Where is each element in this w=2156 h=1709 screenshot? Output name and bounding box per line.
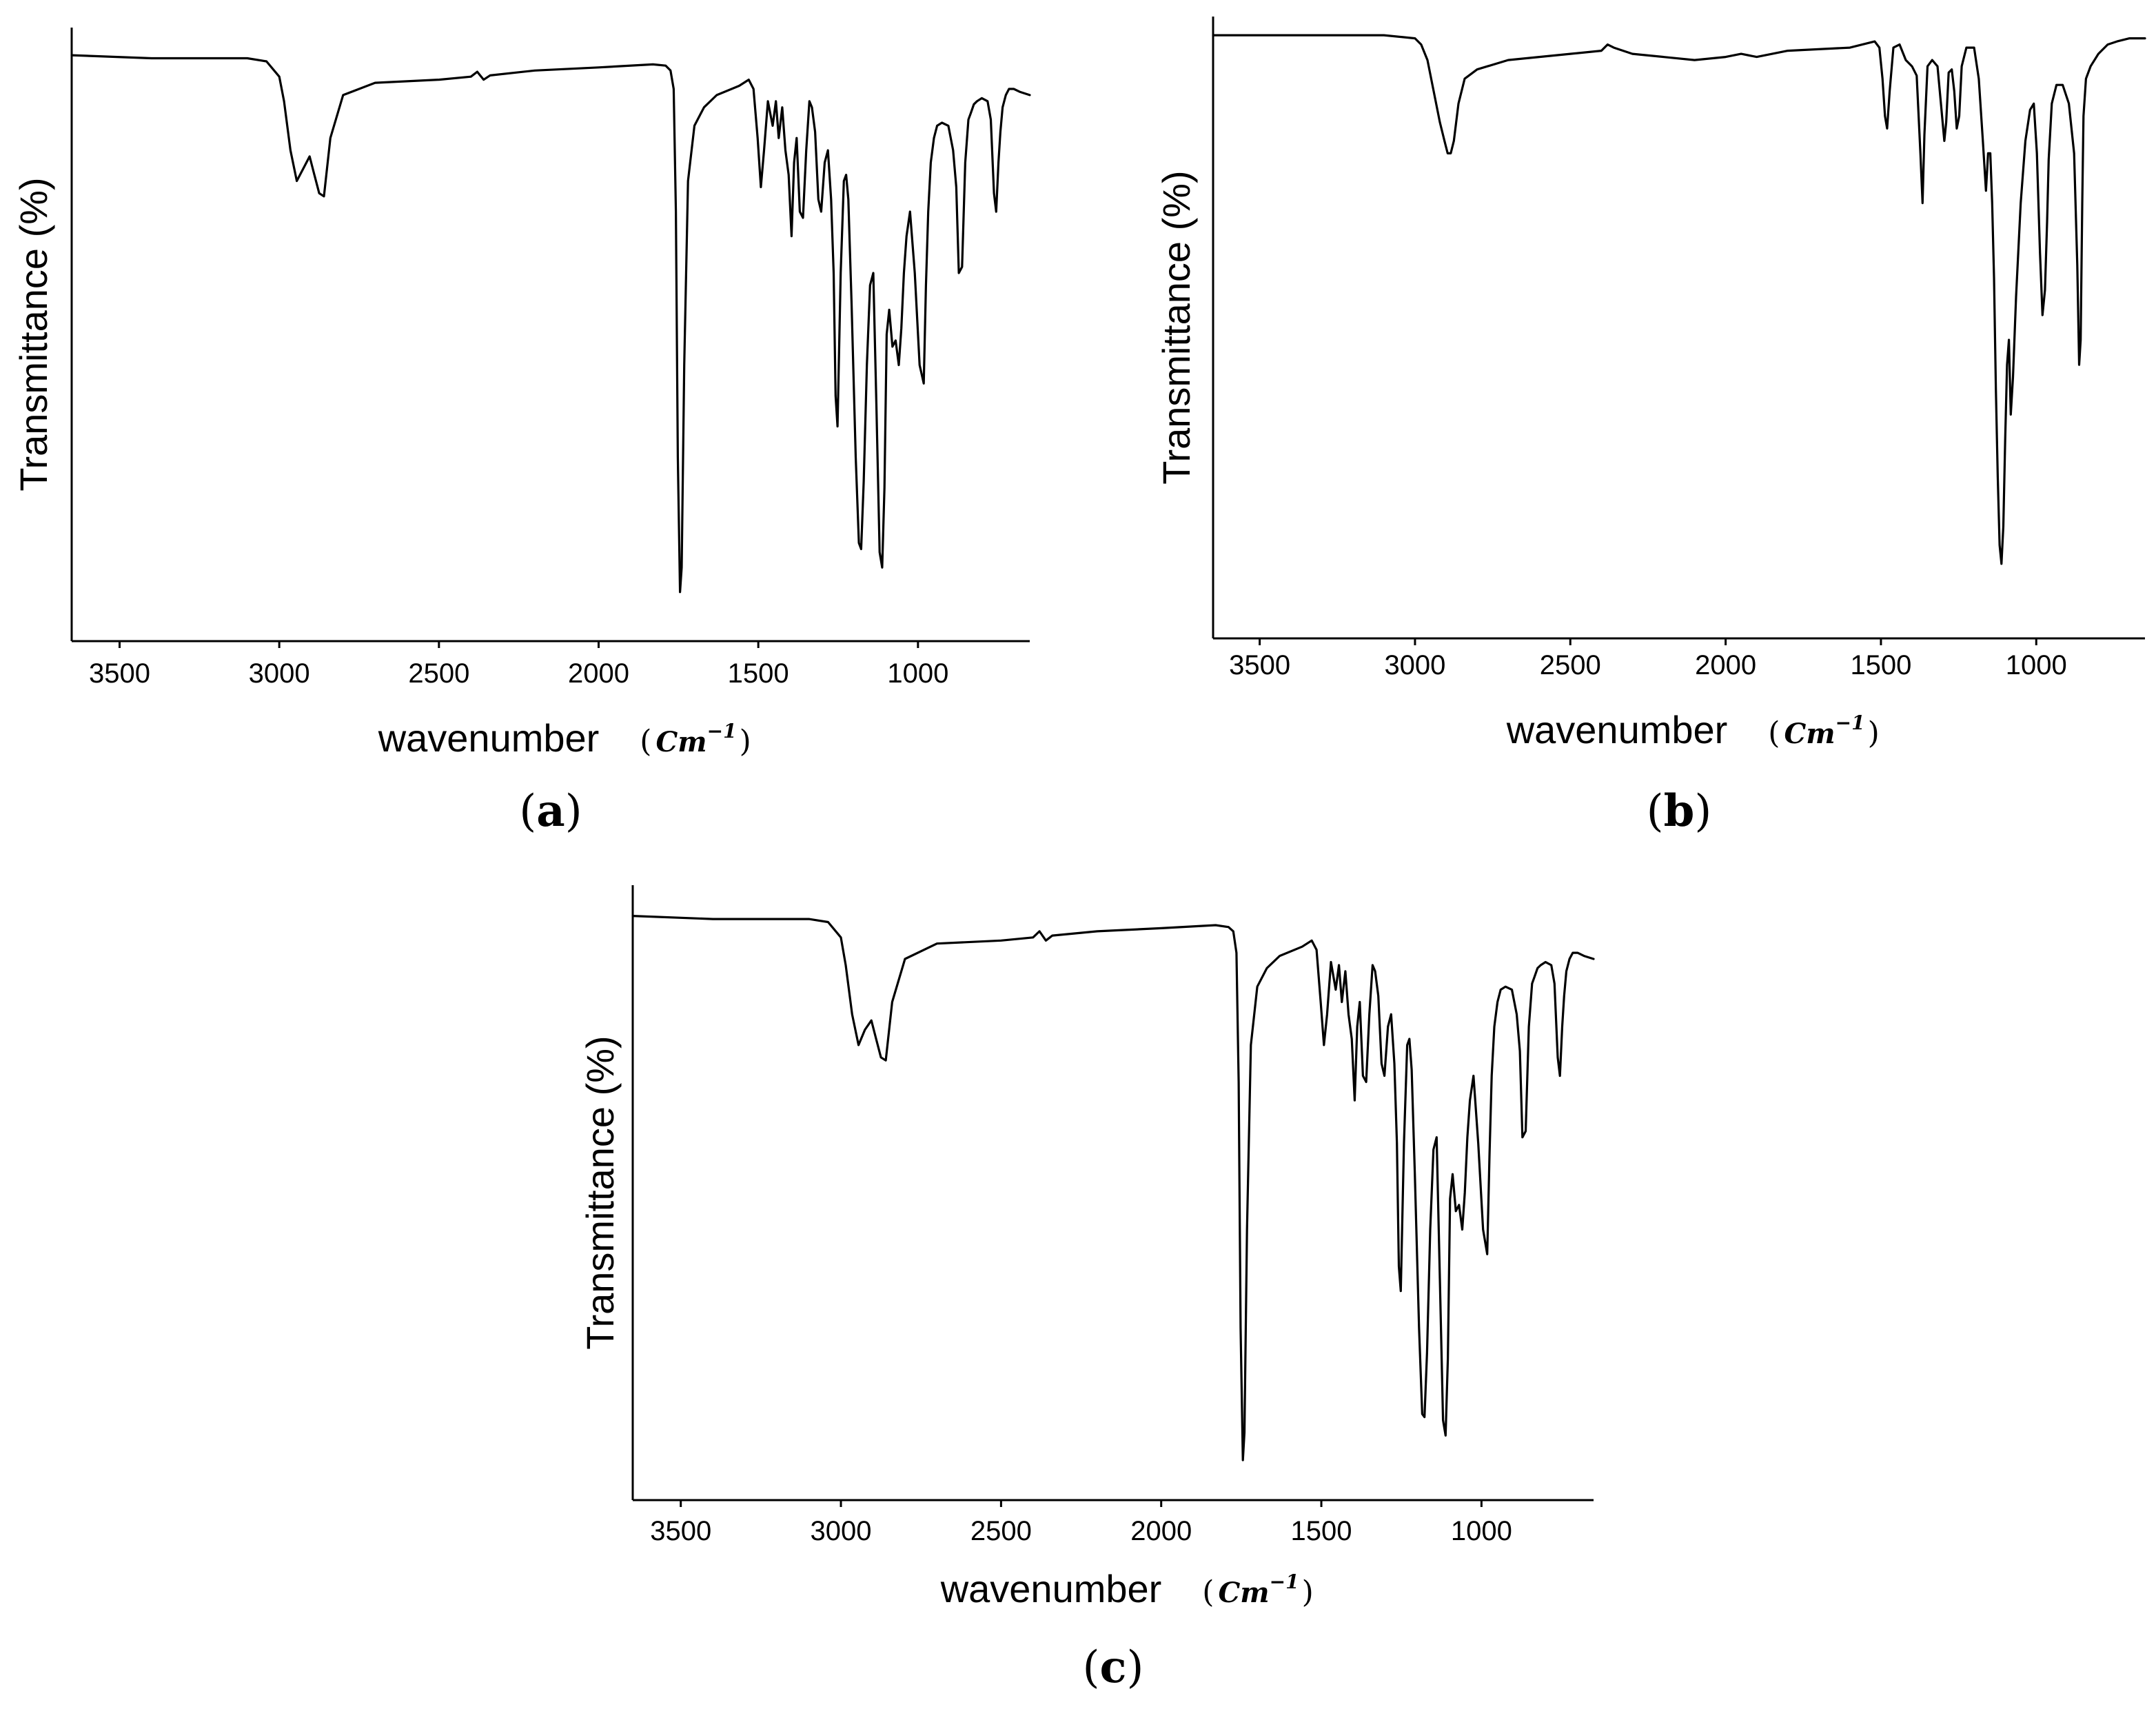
y-axis-title: Transmittance (%): [578, 1035, 622, 1349]
x-axis-unit: (Cm−1): [640, 720, 751, 759]
x-tick-label: 2500: [970, 1516, 1032, 1546]
x-axis-unit: (Cm−1): [1202, 1570, 1313, 1610]
x-tick-label: 2500: [408, 658, 469, 689]
x-tick-label: 2000: [568, 658, 629, 689]
x-tick-label: 3500: [650, 1516, 711, 1546]
y-axis-title: Transmittance (%): [12, 177, 55, 491]
x-tick-label: 3000: [811, 1516, 872, 1546]
x-axis-unit: (Cm−1): [1768, 711, 1879, 751]
x-tick-label: 3000: [249, 658, 310, 689]
panel-a: 3500 3000 2500 2000 1500 1000 Transmittance (%…: [12, 28, 1031, 837]
x-tick-label: 2000: [1695, 650, 1756, 680]
y-axis-title: Transmittance (%): [1155, 170, 1198, 484]
x-tick-label: 1000: [1451, 1516, 1512, 1546]
x-tick-label: 1000: [887, 658, 948, 689]
panel-label: (b): [1647, 785, 1712, 837]
x-tick-label: 1000: [2006, 650, 2067, 680]
x-axis-title: wavenumber: [1506, 708, 1728, 751]
spectrum-line: [1212, 34, 2146, 565]
panel-label: (c): [1083, 1641, 1144, 1693]
x-axis-title: wavenumber: [378, 716, 600, 760]
x-tick-label: 3500: [89, 658, 150, 689]
x-tick-label: 2000: [1130, 1516, 1192, 1546]
x-axis-title: wavenumber: [940, 1567, 1162, 1610]
x-tick-label: 2500: [1540, 650, 1601, 680]
spectrum-line: [631, 915, 1595, 1462]
spectrum-line: [70, 54, 1031, 594]
x-tick-label: 1500: [728, 658, 789, 689]
x-tick-label: 3000: [1384, 650, 1445, 680]
x-tick-label: 1500: [1291, 1516, 1352, 1546]
panel-label: (a): [519, 785, 582, 837]
panel-b: 3500 3000 2500 2000 1500 1000 Transmittance (%…: [1155, 17, 2146, 837]
panel-c: 3500 3000 2500 2000 1500 1000 Transmittance (%…: [578, 885, 1595, 1693]
x-tick-label: 1500: [1850, 650, 1911, 680]
x-tick-label: 3500: [1229, 650, 1290, 680]
